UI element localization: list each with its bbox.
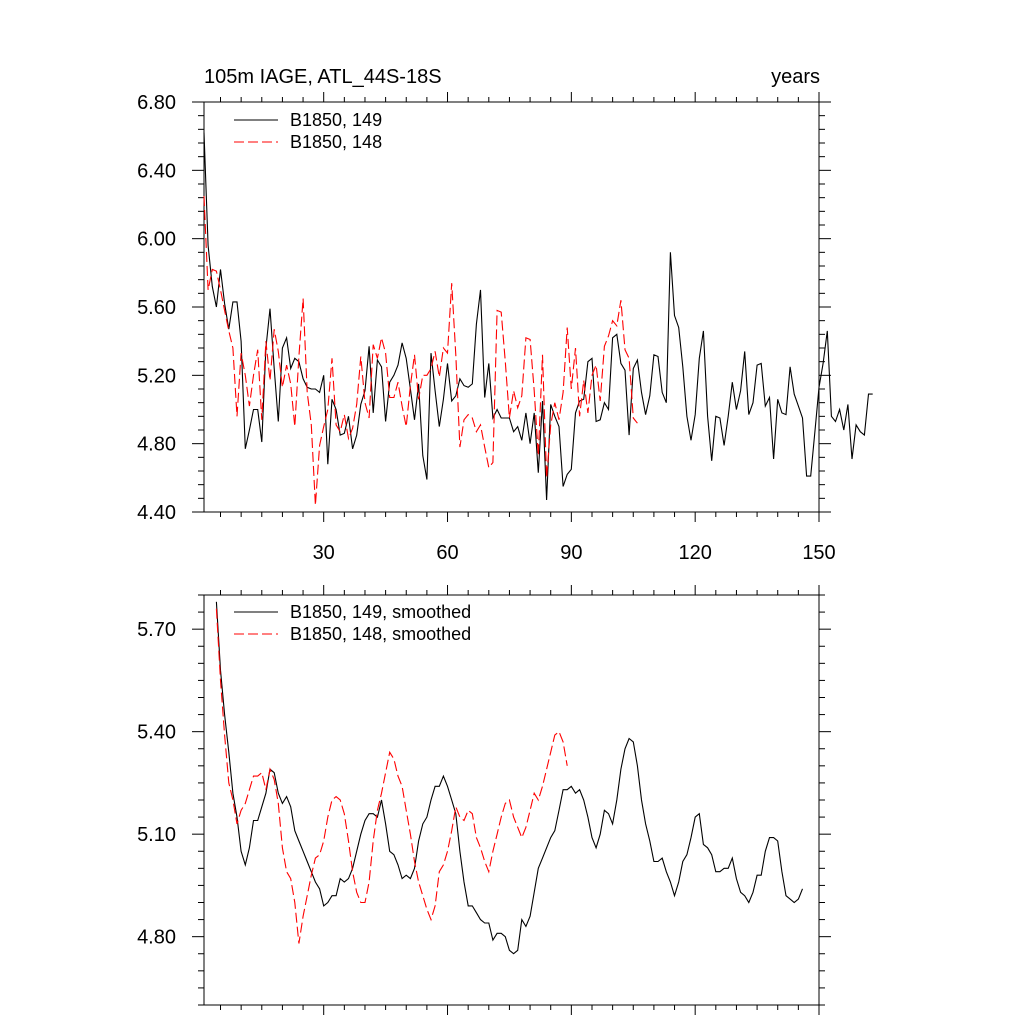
chart-right-title: years [771, 66, 820, 88]
series-line-1 [203, 132, 873, 501]
y-tick-label: 5.40 [137, 722, 176, 744]
y-tick-label: 6.80 [137, 92, 176, 114]
bottom-panel: 4.80 5.10 5.40 5.70 B1850, 149, smoothedB18… [137, 585, 831, 1015]
axis-ticks: 30 60 90 120 150 4.40 4.80 5.20 5.60 6.00 6.40 6.80 [137, 92, 836, 564]
top-panel: 105m IAGE, ATL_44S-18S years 30 60 90 120 15… [137, 66, 873, 564]
series-line-2 [215, 608, 568, 944]
y-tick-label: 4.80 [137, 434, 176, 456]
series-layer [203, 132, 873, 506]
x-tick-label: 30 [313, 542, 335, 564]
x-tick-label: 90 [560, 542, 582, 564]
x-tick-label: 60 [436, 542, 458, 564]
legend-label-1: B1850, 149, smoothed [290, 602, 471, 622]
series-layer [215, 601, 804, 955]
y-tick-label: 6.40 [137, 160, 176, 182]
legend-label-1: B1850, 149 [290, 110, 382, 130]
y-tick-label: 5.70 [137, 619, 176, 641]
chart-title: 105m IAGE, ATL_44S-18S [204, 66, 442, 88]
x-tick-label: 150 [802, 542, 835, 564]
y-tick-label: 5.60 [137, 297, 176, 319]
plot-frame [203, 594, 820, 1006]
x-tick-label: 120 [678, 542, 711, 564]
legend-label-2: B1850, 148 [290, 132, 382, 152]
y-tick-label: 6.00 [137, 229, 176, 251]
y-tick-label: 4.40 [137, 502, 176, 524]
axis-ticks: 4.80 5.10 5.40 5.70 [137, 585, 831, 1015]
plot-frame [203, 101, 820, 513]
series-line-1 [215, 601, 804, 955]
y-tick-label: 5.10 [137, 824, 176, 846]
y-tick-label: 5.20 [137, 365, 176, 387]
y-tick-label: 4.80 [137, 927, 176, 949]
legend-label-2: B1850, 148, smoothed [290, 624, 471, 644]
series-line-2 [203, 195, 638, 506]
